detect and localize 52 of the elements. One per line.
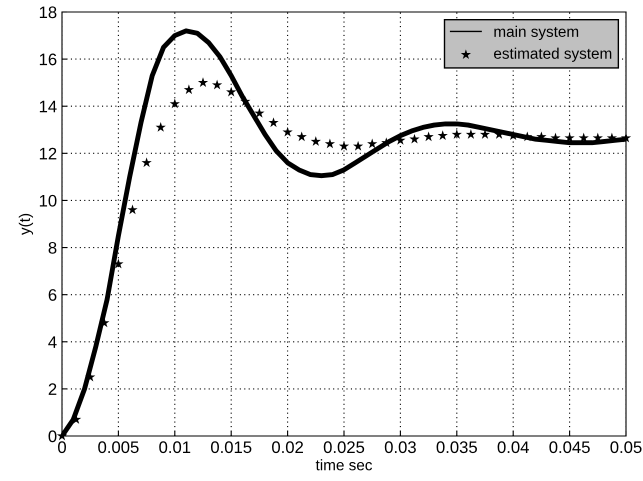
x-tick-label: 0.025: [324, 441, 364, 454]
point: [268, 117, 279, 128]
point: [438, 130, 448, 140]
point: [282, 126, 293, 136]
point: [452, 129, 462, 139]
point: [99, 318, 110, 328]
point: [480, 129, 490, 139]
x-axis-title: time sec: [316, 459, 372, 470]
x-tick-label: 0.03: [384, 441, 416, 454]
point: [198, 77, 208, 88]
x-tick-label: 0.015: [211, 441, 252, 454]
y-tick-label: 2: [48, 383, 56, 395]
point: [240, 96, 250, 106]
y-tick-label: 8: [48, 242, 56, 254]
point: [56, 430, 68, 440]
y-axis-title: y(t): [18, 214, 34, 235]
x-tick-label: 0.05: [610, 441, 642, 454]
point: [141, 157, 152, 168]
point: [367, 138, 378, 148]
point: [127, 204, 138, 214]
y-tick-label: 6: [48, 289, 56, 301]
legend-label: main system: [494, 26, 578, 40]
point: [423, 131, 434, 142]
x-tick-label: 0: [58, 441, 66, 454]
point: [254, 108, 265, 118]
x-tick-label: 0.005: [98, 441, 139, 454]
point: [184, 84, 194, 94]
y-tick-label: 4: [48, 336, 57, 348]
point: [324, 138, 336, 148]
y-tick-label: 14: [40, 100, 57, 112]
point: [310, 136, 321, 146]
y-tick-label: 18: [40, 6, 56, 18]
point: [296, 131, 307, 142]
x-tick-label: 0.035: [436, 441, 477, 454]
point: [409, 134, 420, 144]
point: [156, 122, 166, 132]
point: [170, 98, 180, 108]
y-tick-label: 10: [40, 194, 56, 207]
legend-label: estimated system: [494, 48, 612, 62]
y-tick-label: 0: [48, 430, 56, 442]
point: [338, 140, 350, 151]
point: [226, 86, 236, 96]
y-tick-label: 16: [40, 54, 56, 66]
point: [620, 132, 632, 142]
x-tick-label: 0.045: [549, 441, 590, 454]
x-tick-label: 0.01: [159, 441, 190, 454]
point: [212, 80, 222, 90]
point: [352, 140, 364, 151]
y-tick-label: 12: [40, 148, 56, 160]
x-tick-label: 0.02: [272, 441, 303, 454]
point: [466, 129, 476, 139]
x-tick-label: 0.04: [498, 441, 529, 454]
